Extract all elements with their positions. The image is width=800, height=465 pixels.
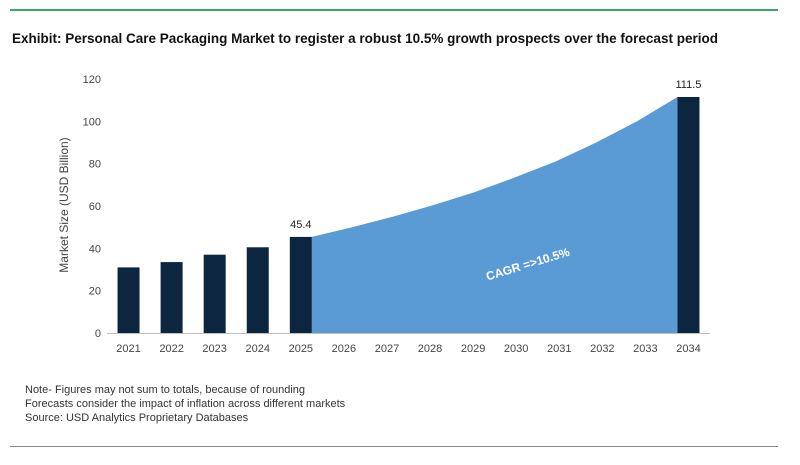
x-tick-label-2025: 2025 [289, 343, 313, 355]
x-tick-label-2031: 2031 [547, 343, 571, 355]
x-tick-label-2027: 2027 [375, 343, 399, 355]
bar-2034 [677, 96, 700, 333]
data-label-2025: 45.4 [290, 219, 311, 231]
x-tick-label-2022: 2022 [159, 343, 183, 355]
labels-layer: 0 20 40 60 80 100 120 2021 2022 2023 2024 2025 2026 2… [83, 74, 702, 355]
note-source: Source: USD Analytics Proprietary Databa… [25, 412, 249, 424]
bar-2025 [289, 236, 312, 333]
y-tick-label: 60 [89, 201, 101, 213]
x-tick-label-2034: 2034 [676, 343, 700, 355]
y-axis-title: Market Size (USD Billion) [57, 137, 71, 272]
bar-2022 [160, 262, 183, 333]
y-tick-label: 80 [89, 159, 101, 171]
x-tick-label-2032: 2032 [590, 343, 614, 355]
x-tick-label-2024: 2024 [246, 343, 270, 355]
exhibit-title: Exhibit: Personal Care Packaging Market … [12, 31, 718, 46]
footnotes: Note- Figures may not sum to totals, bec… [25, 383, 345, 425]
data-label-2034: 111.5 [676, 79, 702, 91]
forecast-growth-area [311, 96, 678, 333]
x-tick-label-2023: 2023 [202, 343, 226, 355]
forecast-area-layer [311, 96, 678, 333]
y-tick-label: 120 [83, 74, 101, 86]
y-tick-label: 0 [95, 328, 101, 340]
bar-2024 [246, 247, 269, 333]
y-tick-label: 20 [89, 286, 101, 298]
y-tick-label: 40 [89, 243, 101, 255]
bar-2023 [203, 254, 226, 333]
x-tick-label-2026: 2026 [332, 343, 356, 355]
x-tick-label-2028: 2028 [418, 343, 442, 355]
bar-2021 [117, 267, 140, 333]
top-rule [10, 9, 778, 11]
bars-layer [117, 96, 700, 333]
note-rounding: Note- Figures may not sum to totals, bec… [25, 384, 306, 396]
x-tick-label-2021: 2021 [116, 343, 140, 355]
bottom-rule [10, 446, 778, 447]
y-tick-label: 100 [83, 116, 101, 128]
x-tick-label-2033: 2033 [633, 343, 657, 355]
x-tick-label-2029: 2029 [461, 343, 485, 355]
x-tick-label-2030: 2030 [504, 343, 528, 355]
note-inflation: Forecasts consider the impact of inflati… [25, 398, 346, 410]
